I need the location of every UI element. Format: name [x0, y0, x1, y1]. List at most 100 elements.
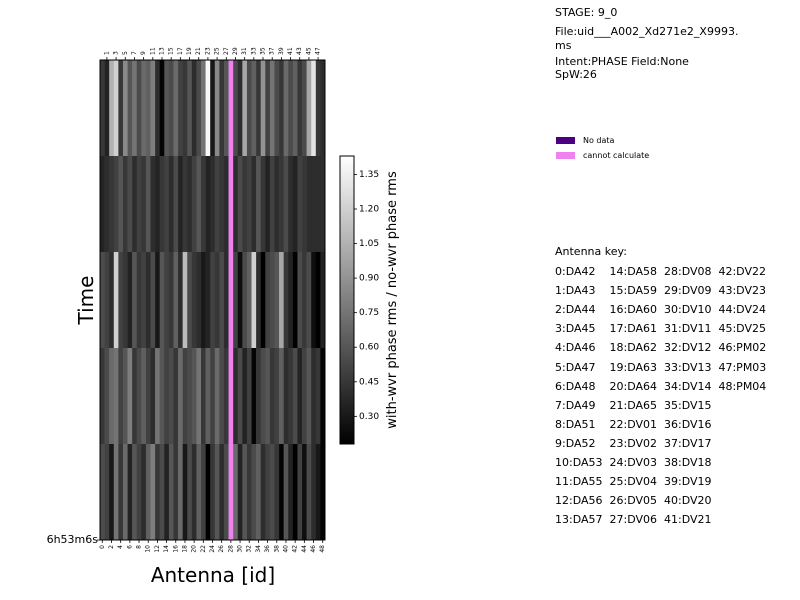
- x-tick-label: 32: [246, 545, 253, 553]
- heatmap-cell: [237, 252, 243, 349]
- heatmap-cell: [178, 60, 183, 157]
- colorbar-ticks: 0.30 0.45 0.60 0.75 0.90 1.05 1.20 1.35: [354, 170, 379, 422]
- heatmap-cell: [141, 444, 147, 541]
- colorbar-tick-label: 0.75: [359, 308, 379, 318]
- legend-cannot-calculate: cannot calculate: [556, 151, 649, 160]
- heatmap-cell: [292, 60, 298, 157]
- heatmap-cell: [246, 156, 252, 253]
- heatmap-cell: [145, 348, 151, 445]
- heatmap-cell: [242, 252, 248, 349]
- heatmap-cell: [201, 60, 206, 157]
- heatmap-cell: [136, 348, 142, 445]
- x-tick-label: 20: [191, 545, 198, 553]
- heatmap-cell: [182, 60, 188, 157]
- x-tick-label: 24: [209, 545, 216, 553]
- heatmap-cell: [260, 252, 266, 349]
- colorbar-tick-label: 0.60: [359, 343, 379, 353]
- heatmap-cell: [196, 444, 202, 541]
- antenna-key-line: 11:DA55 25:DV04 39:DV19: [555, 475, 712, 489]
- heatmap-cell: [288, 60, 294, 157]
- x-tick-label: 26: [218, 545, 225, 553]
- heatmap-cell: [265, 252, 271, 349]
- heatmap-cell: [292, 252, 298, 349]
- heatmap-cell: [182, 348, 188, 445]
- x-axis-label: Antenna [id]: [151, 563, 275, 587]
- heatmap-cell: [201, 444, 206, 541]
- x-tick-label: 16: [172, 545, 179, 553]
- heatmap-cell: [210, 444, 216, 541]
- heatmap-cell: [113, 252, 119, 349]
- heatmap-cell: [219, 252, 225, 349]
- heatmap-cell: [109, 60, 115, 157]
- x-tick-label: 35: [260, 47, 267, 55]
- heatmap-cell: [320, 60, 326, 157]
- x-tick-label: 45: [305, 47, 312, 55]
- heatmap-cell: [256, 252, 262, 349]
- heatmap-cell: [288, 348, 294, 445]
- heatmap-cell: [196, 348, 202, 445]
- x-tick-label: 33: [250, 47, 257, 55]
- heatmap-cell: [256, 444, 262, 541]
- heatmap-cell: [173, 252, 179, 349]
- intent-field-label: Intent:PHASE Field:None: [555, 55, 689, 68]
- heatmap-cell: [187, 252, 193, 349]
- antenna-key-line: 5:DA47 19:DA63 33:DV13 47:PM03: [555, 360, 767, 374]
- heatmap-cell: [237, 348, 243, 445]
- heatmap-cell: [145, 156, 151, 253]
- legend-no-data: No data: [556, 136, 614, 145]
- heatmap-cell: [113, 348, 119, 445]
- heatmap-cell: [237, 60, 243, 157]
- heatmap-cell: [256, 60, 262, 157]
- heatmap-cell: [311, 60, 317, 157]
- heatmap-cell: [283, 444, 289, 541]
- antenna-key-line: 6:DA48 20:DA64 34:DV14 48:PM04: [555, 379, 767, 393]
- heatmap-cell: [260, 60, 266, 157]
- heatmap-cell: [191, 156, 197, 253]
- x-tick-label: 4: [117, 545, 124, 549]
- heatmap-cell: [214, 60, 220, 157]
- heatmap-cell: [159, 348, 165, 445]
- heatmap-cell: [113, 444, 119, 541]
- heatmap-cell: [283, 156, 289, 253]
- heatmap-cell: [274, 156, 280, 253]
- heatmap-cell: [320, 444, 326, 541]
- heatmap-cell: [288, 444, 294, 541]
- heatmap-cell: [173, 60, 179, 157]
- heatmap-cell: [223, 156, 229, 253]
- heatmap-cell: [132, 60, 138, 157]
- heatmap-cell: [269, 348, 275, 445]
- x-tick-label: 34: [255, 545, 262, 553]
- heatmap-cell: [100, 60, 105, 157]
- heatmap-cell: [210, 252, 216, 349]
- heatmap-cell: [269, 60, 275, 157]
- heatmap-cell: [136, 156, 142, 253]
- heatmap-cell: [292, 444, 298, 541]
- heatmap-cell: [214, 156, 220, 253]
- heatmap-cell: [127, 444, 133, 541]
- heatmap-cell: [164, 252, 170, 349]
- heatmap-cell: [191, 60, 197, 157]
- colorbar-tick-label: 1.05: [359, 239, 379, 249]
- x-tick-label: 41: [287, 47, 294, 55]
- x-tick-label: 22: [200, 545, 207, 553]
- antenna-key-line: 3:DA45 17:DA61 31:DV11 45:DV25: [555, 322, 766, 336]
- heatmap-cell: [233, 252, 239, 349]
- heatmap-cell: [127, 156, 133, 253]
- heatmap-cell: [178, 444, 183, 541]
- heatmap-cell: [233, 444, 239, 541]
- heatmap-cell: [288, 252, 294, 349]
- heatmap-cell: [302, 60, 307, 157]
- heatmap-cell: [100, 252, 105, 349]
- antenna-key-line: 13:DA57 27:DV06 41:DV21: [555, 513, 712, 527]
- heatmap-cell: [260, 444, 266, 541]
- x-tick-label: 30: [237, 545, 244, 553]
- heatmap-cell: [155, 444, 160, 541]
- heatmap-cell: [150, 60, 156, 157]
- heatmap-cell: [228, 156, 234, 253]
- heatmap-cell: [302, 444, 307, 541]
- antenna-key-line: 1:DA43 15:DA59 29:DV09 43:DV23: [555, 284, 766, 298]
- heatmap-cell: [100, 444, 105, 541]
- heatmap-cell: [242, 348, 248, 445]
- heatmap-cell: [297, 444, 303, 541]
- x-tick-label: 29: [232, 47, 239, 55]
